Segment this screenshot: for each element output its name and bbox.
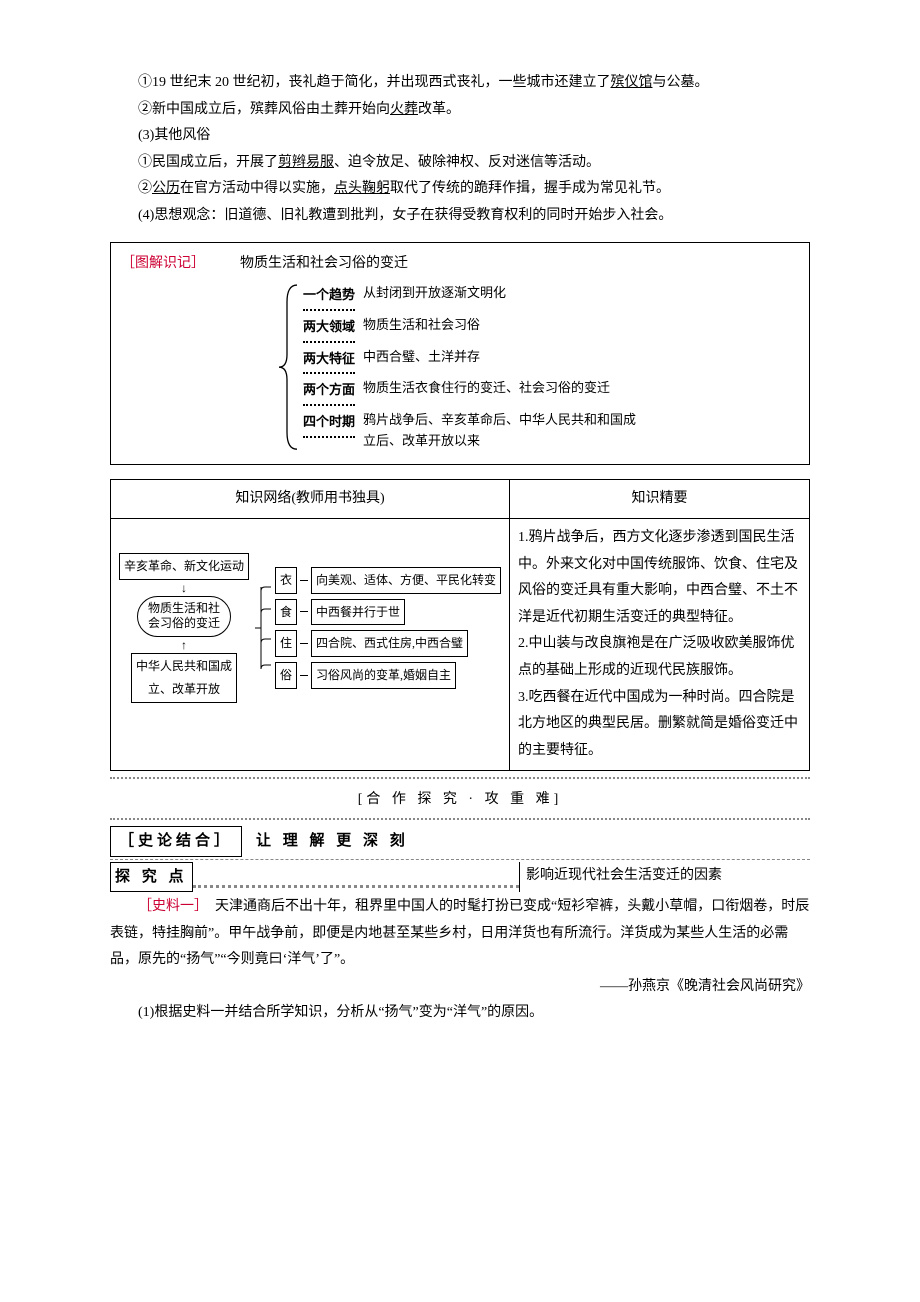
key: 两大特征 bbox=[303, 347, 355, 375]
arrow-down-icon: ↓ bbox=[181, 582, 187, 594]
brace-icon bbox=[253, 583, 271, 673]
brace-row-5: 四个时期鸦片战争后、辛亥革命后、中华人民共和和国成立后、改革开放以来 bbox=[303, 410, 643, 452]
shilun-box: ［史论结合］ bbox=[110, 826, 242, 857]
val: 物质生活和社会习俗 bbox=[363, 315, 480, 336]
cat-row-zhu: 住四合院、西式住房,中西合璧 bbox=[275, 630, 501, 657]
cat-val: 四合院、西式住房,中西合璧 bbox=[311, 630, 468, 657]
brace-icon bbox=[277, 283, 303, 451]
brace-row-1: 一个趋势从封闭到开放逐渐文明化 bbox=[303, 283, 643, 311]
para-other-customs-head: (3)其他风俗 bbox=[110, 123, 810, 150]
brace-row-2: 两大领域物质生活和社会习俗 bbox=[303, 315, 643, 343]
text: 与公墓。 bbox=[653, 75, 709, 90]
text: ①19 世纪末 20 世纪初，丧礼趋于简化，并出现西式丧礼，一些城市还建立了 bbox=[138, 75, 611, 90]
cat-row-su: 俗习俗风尚的变革,婚姻自主 bbox=[275, 662, 501, 689]
cat-val: 向美观、适体、方便、平民化转变 bbox=[311, 567, 501, 594]
key: 两大领域 bbox=[303, 315, 355, 343]
diagram-box: ［图解识记］ 物质生活和社会习俗的变迁 一个趋势从封闭到开放逐渐文明化 两大领域… bbox=[110, 242, 810, 465]
cat-key: 俗 bbox=[275, 662, 297, 689]
shilun-row: ［史论结合］ 让 理 解 更 深 刻 bbox=[110, 826, 810, 857]
text: 中华人民共和国成 bbox=[136, 659, 232, 673]
col-head-left: 知识网络(教师用书独具) bbox=[111, 479, 510, 519]
summary-2: 2.中山装与改良旗袍是在广泛吸收欧美服饰优点的基础上形成的近现代民族服饰。 bbox=[518, 631, 801, 684]
text: 改革。 bbox=[418, 102, 460, 117]
text: ②新中国成立后，殡葬风俗由土葬开始向 bbox=[138, 102, 390, 117]
para-gongli: ②公历在官方活动中得以实施，点头鞠躬取代了传统的跪拜作揖，握手成为常见礼节。 bbox=[110, 176, 810, 203]
underline-jianbian: 剪辫易服 bbox=[278, 155, 334, 170]
text: 立、改革开放 bbox=[148, 682, 220, 696]
key: 两个方面 bbox=[303, 378, 355, 406]
val: 物质生活衣食住行的变迁、社会习俗的变迁 bbox=[363, 378, 610, 399]
underline-diantou: 点头鞠躬 bbox=[334, 181, 390, 196]
cat-row-yi: 衣向美观、适体、方便、平民化转变 bbox=[275, 567, 501, 594]
underline-gongli: 公历 bbox=[152, 181, 180, 196]
brace-row-4: 两个方面物质生活衣食住行的变迁、社会习俗的变迁 bbox=[303, 378, 643, 406]
val: 中西合璧、土洋并存 bbox=[363, 347, 480, 368]
cat-key: 衣 bbox=[275, 567, 297, 594]
summary-3: 3.吃西餐在近代中国成为一种时尚。四合院是北方地区的典型民居。删繁就简是婚俗变迁… bbox=[518, 685, 801, 765]
text: 会习俗的变迁 bbox=[148, 616, 220, 630]
underline-binbiyi: 殡仪馆 bbox=[611, 75, 653, 90]
knowledge-table: 知识网络(教师用书独具) 知识精要 辛亥革命、新文化运动 ↓ 物质生活和社 会习… bbox=[110, 479, 810, 772]
key: 四个时期 bbox=[303, 410, 355, 438]
tujie-title: 物质生活和社会习俗的变迁 bbox=[240, 256, 408, 271]
underline-huozang: 火葬 bbox=[390, 102, 418, 117]
text: ①民国成立后，开展了 bbox=[138, 155, 278, 170]
brace-row-3: 两大特征中西合璧、土洋并存 bbox=[303, 347, 643, 375]
val: 鸦片战争后、辛亥革命后、中华人民共和和国成立后、改革开放以来 bbox=[363, 410, 643, 452]
tanjiu-dotline bbox=[193, 862, 519, 889]
shiliao-source: ——孙燕京《晚清社会风尚研究》 bbox=[110, 974, 810, 1001]
shilun-title: 让 理 解 更 深 刻 bbox=[256, 827, 409, 856]
diagram-heading: ［图解识记］ 物质生活和社会习俗的变迁 bbox=[121, 251, 799, 278]
text: 物质生活和社 bbox=[148, 601, 220, 615]
summary-1: 1.鸦片战争后，西方文化逐步渗透到国民生活中。外来文化对中国传统服饰、饮食、住宅… bbox=[518, 525, 801, 631]
tujie-label: ［图解识记］ bbox=[121, 256, 205, 271]
cat-val: 习俗风尚的变革,婚姻自主 bbox=[311, 662, 456, 689]
text: ② bbox=[138, 181, 152, 196]
para-sixiang: (4)思想观念：旧道德、旧礼教遭到批判，女子在获得受教育权利的同时开始步入社会。 bbox=[110, 203, 810, 230]
arrow-up-icon: ↑ bbox=[181, 639, 187, 651]
key: 一个趋势 bbox=[303, 283, 355, 311]
cat-val: 中西餐并行于世 bbox=[311, 599, 405, 626]
divider-dashed bbox=[110, 859, 810, 860]
section-hezuo: [合 作 探 究 · 攻 重 难] bbox=[110, 787, 810, 814]
para-minguo: ①民国成立后，开展了剪辫易服、迫令放足、破除神权、反对迷信等活动。 bbox=[110, 150, 810, 177]
para-funeral-1: ①19 世纪末 20 世纪初，丧礼趋于简化，并出现西式丧礼，一些城市还建立了殡仪… bbox=[110, 70, 810, 97]
divider-dotted bbox=[110, 777, 810, 779]
shiliao-1: ［史料一］ 天津通商后不出十年，租界里中国人的时髦打扮已变成“短衫窄裤，头戴小草… bbox=[110, 894, 810, 974]
cell-summary: 1.鸦片战争后，西方文化逐步渗透到国民生活中。外来文化对中国传统服饰、饮食、住宅… bbox=[510, 519, 810, 771]
tanjiu-box: 探 究 点 bbox=[110, 862, 193, 893]
flow-box-top: 辛亥革命、新文化运动 bbox=[119, 553, 249, 580]
flow-box-bottom: 中华人民共和国成 立、改革开放 bbox=[131, 653, 237, 703]
val: 从封闭到开放逐渐文明化 bbox=[363, 283, 506, 304]
question-1: (1)根据史料一并结合所学知识，分析从“扬气”变为“洋气”的原因。 bbox=[110, 1000, 810, 1027]
text: 取代了传统的跪拜作揖，握手成为常见礼节。 bbox=[390, 181, 670, 196]
shiliao-1-text: 天津通商后不出十年，租界里中国人的时髦打扮已变成“短衫窄裤，头戴小草帽，口衔烟卷… bbox=[110, 899, 809, 967]
text: 在官方活动中得以实施， bbox=[180, 181, 334, 196]
cat-row-shi: 食中西餐并行于世 bbox=[275, 599, 501, 626]
divider-dotted bbox=[110, 818, 810, 820]
para-funeral-2: ②新中国成立后，殡葬风俗由土葬开始向火葬改革。 bbox=[110, 97, 810, 124]
tanjiu-title: 影响近现代社会生活变迁的因素 bbox=[520, 863, 722, 890]
text: 、迫令放足、破除神权、反对迷信等活动。 bbox=[334, 155, 600, 170]
cat-key: 食 bbox=[275, 599, 297, 626]
cell-flow-diagram: 辛亥革命、新文化运动 ↓ 物质生活和社 会习俗的变迁 ↑ 中华人民共和国成 立、… bbox=[111, 519, 510, 771]
flow-oval-center: 物质生活和社 会习俗的变迁 bbox=[137, 596, 231, 637]
cat-key: 住 bbox=[275, 630, 297, 657]
col-head-right: 知识精要 bbox=[510, 479, 810, 519]
tanjiu-row: 探 究 点 影响近现代社会生活变迁的因素 bbox=[110, 862, 810, 893]
